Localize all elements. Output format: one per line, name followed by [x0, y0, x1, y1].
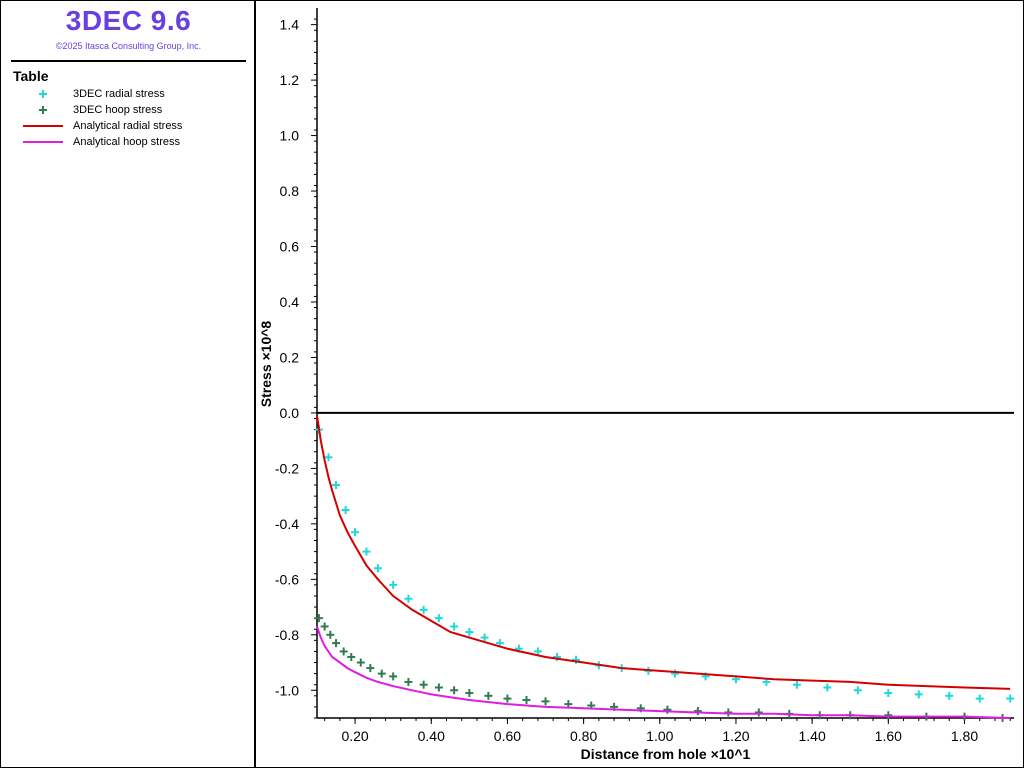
data-point [377, 669, 386, 678]
plus-marker-icon [39, 90, 47, 98]
data-point [450, 686, 459, 695]
data-point [332, 639, 341, 648]
data-point [389, 672, 398, 681]
data-point [356, 658, 365, 667]
legend-heading: Table [13, 68, 49, 84]
y-axis-title: Stress ×10^8 [258, 321, 274, 408]
data-point [465, 689, 474, 698]
y-tick-label: 0.2 [280, 349, 300, 365]
legend-panel: 3DEC 9.6 ©2025 Itasca Consulting Group, … [1, 1, 256, 767]
x-tick-label: 1.80 [951, 728, 978, 744]
data-point [823, 683, 832, 692]
x-axis-title: Distance from hole ×10^1 [581, 746, 751, 762]
data-point [884, 711, 893, 720]
line-swatch-icon [23, 125, 63, 127]
line-swatch-icon [23, 141, 63, 143]
legend-item-label: 3DEC radial stress [73, 88, 165, 100]
y-tick-label: -0.2 [275, 460, 299, 476]
data-point [693, 707, 702, 716]
legend-item-label: 3DEC hoop stress [73, 104, 163, 116]
data-point [373, 564, 382, 573]
x-tick-label: 1.60 [875, 728, 902, 744]
y-tick-label: 0.6 [280, 239, 300, 255]
legend-item-label: Analytical radial stress [73, 120, 183, 132]
data-point [480, 633, 489, 642]
legend-item-label: Analytical hoop stress [73, 136, 180, 148]
x-tick-label: 0.60 [494, 728, 521, 744]
y-tick-label: 1.0 [280, 128, 300, 144]
x-tick-label: 1.40 [799, 728, 826, 744]
data-point [347, 652, 356, 661]
y-tick-label: -0.8 [275, 627, 299, 643]
data-point [326, 630, 335, 639]
data-point [324, 453, 333, 462]
series-line [316, 626, 1011, 719]
title-divider [11, 60, 246, 62]
data-point [522, 695, 531, 704]
series-line [316, 415, 1011, 690]
data-point [362, 547, 371, 556]
plus-marker-icon [39, 106, 47, 114]
legend-item-3dec-hoop: 3DEC hoop stress [23, 103, 243, 117]
data-point [465, 628, 474, 637]
data-point [341, 505, 350, 514]
legend-item-analytical-hoop: Analytical hoop stress [23, 135, 243, 149]
data-point [503, 694, 512, 703]
data-point [389, 580, 398, 589]
stress-chart: 1.4 1.2 1.0 0.8 0.6 0.4 0.2 0.0 -0.2 -0.4 -0.6 -0.8… [258, 8, 1015, 762]
data-point [450, 622, 459, 631]
x-tick-label: 1.00 [646, 728, 673, 744]
x-tick-label: 0.20 [341, 728, 368, 744]
y-tick-label: 1.4 [280, 17, 300, 33]
y-tick-label: -1.0 [275, 682, 299, 698]
data-point [671, 669, 680, 678]
data-point [792, 680, 801, 689]
y-tick-label: -0.4 [275, 516, 299, 532]
legend-item-analytical-radial: Analytical radial stress [23, 119, 243, 133]
data-point [484, 691, 493, 700]
data-point [404, 677, 413, 686]
data-point [419, 680, 428, 689]
data-point [945, 691, 954, 700]
app-title: 3DEC 9.6 [65, 5, 192, 36]
app-copyright: ©2025 Itasca Consulting Group, Inc. [55, 41, 202, 51]
data-point [366, 664, 375, 673]
y-tick-label: 0.4 [280, 294, 300, 310]
data-point [914, 690, 923, 699]
x-tick-label: 0.40 [418, 728, 445, 744]
data-point [975, 694, 984, 703]
data-point [754, 708, 763, 717]
data-point [853, 686, 862, 695]
data-point [571, 655, 580, 664]
y-tick-label: -0.6 [275, 571, 299, 587]
y-tick-label: 1.2 [280, 72, 300, 88]
data-point [434, 614, 443, 623]
y-tick-label: 0.8 [280, 183, 300, 199]
data-point [404, 594, 413, 603]
data-point [541, 697, 550, 706]
data-point [1006, 694, 1015, 703]
y-tick-label: 0.0 [280, 405, 300, 421]
data-point [434, 683, 443, 692]
data-point [884, 689, 893, 698]
legend-item-3dec-radial: 3DEC radial stress [23, 87, 243, 101]
data-point [351, 528, 360, 537]
data-point [320, 622, 329, 631]
data-point [533, 647, 542, 656]
data-point [419, 605, 428, 614]
x-tick-label: 0.80 [570, 728, 597, 744]
data-point [314, 614, 323, 623]
data-point [339, 647, 348, 656]
x-tick-label: 1.20 [722, 728, 749, 744]
data-point [332, 481, 341, 490]
